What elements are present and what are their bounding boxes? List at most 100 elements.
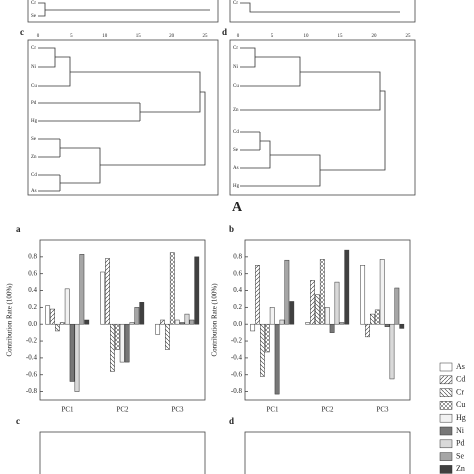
legend-swatch: [439, 465, 453, 474]
bar: [179, 322, 185, 325]
y-tick-label: 0.4: [28, 286, 37, 294]
leaf-label: Ni: [233, 65, 239, 70]
legend-swatch: [439, 362, 453, 372]
dendrogram-link: [240, 2, 400, 13]
leaf-label: Cd: [31, 173, 37, 178]
bar: [399, 323, 405, 329]
legend-swatch: [439, 426, 453, 436]
plot-frame: [39, 431, 206, 474]
leaf-label: Cr: [31, 1, 36, 6]
y-tick-label: 0.6: [28, 269, 37, 277]
scale-tick: 0: [237, 34, 240, 39]
legend-label: Zn: [456, 464, 465, 473]
leaf-label: Se: [233, 148, 239, 153]
y-tick-label: -0.6: [26, 370, 38, 378]
scale-tick: 20: [372, 34, 378, 39]
x-tick-label: PC3: [376, 406, 389, 414]
plot-frame: [244, 431, 411, 474]
leaf-label: Se: [31, 137, 37, 142]
y-axis-label: Contribution Rate (100%): [211, 283, 219, 357]
legend-swatch: [439, 413, 453, 423]
bar: [389, 323, 395, 380]
panel-label: d: [222, 27, 227, 37]
bar: [394, 287, 400, 325]
leaf-label: Se: [31, 14, 37, 19]
scale-tick: 15: [338, 34, 344, 39]
y-tick-label: -0.8: [26, 387, 38, 395]
panel-label: d: [229, 416, 234, 426]
y-tick-label: -0.4: [231, 354, 243, 362]
plot-frame: [244, 239, 411, 401]
scale-tick: 5: [271, 34, 274, 39]
legend-label: Cu: [456, 400, 465, 409]
bar: [269, 307, 275, 325]
top-panel: [27, 0, 219, 23]
bar: [184, 313, 190, 325]
bar: [134, 307, 140, 325]
scale-tick: 25: [203, 34, 209, 39]
bar: [374, 309, 380, 325]
bar: [45, 305, 51, 325]
bar: [370, 313, 375, 325]
leaf-label: Cu: [31, 84, 37, 89]
legend-swatch: [439, 401, 453, 410]
y-tick-label: 0.6: [233, 269, 242, 277]
bar: [100, 271, 106, 325]
bar: [319, 259, 325, 325]
leaf-label: Cr: [233, 46, 238, 51]
scale-tick: 10: [304, 34, 310, 39]
panel-label: c: [16, 416, 20, 426]
x-tick-label: PC1: [61, 406, 74, 414]
scale-tick: 15: [136, 34, 142, 39]
y-tick-label: -0.2: [231, 337, 243, 345]
leaf-label: Hg: [233, 184, 240, 189]
bar: [59, 322, 65, 325]
panel-label: c: [20, 27, 24, 37]
bar: [365, 323, 370, 338]
bar: [384, 323, 390, 327]
bar: [119, 323, 125, 363]
leaf-label: Pd: [31, 101, 37, 106]
bar: [50, 308, 55, 325]
y-tick-label: -0.6: [231, 370, 243, 378]
bar: [264, 323, 270, 353]
legend-swatch: [439, 452, 453, 461]
legend-swatch: [439, 375, 453, 385]
leaf-label: As: [233, 166, 239, 171]
bar: [165, 323, 170, 350]
legend-swatch: [439, 388, 453, 397]
bar: [255, 265, 260, 325]
leaf-label: Zn: [233, 108, 239, 113]
y-tick-label: 0.2: [233, 303, 242, 311]
legend-label: Cr: [456, 387, 464, 396]
bar: [129, 322, 135, 325]
bar: [279, 319, 285, 325]
bar: [310, 280, 315, 325]
scale-tick: 10: [102, 34, 108, 39]
bar: [250, 323, 256, 332]
legend-label: Pd: [456, 439, 464, 448]
bar: [289, 301, 295, 325]
leaf-label: As: [31, 189, 37, 194]
dendrogram-frame: [229, 39, 416, 196]
panel-label: a: [16, 224, 21, 234]
x-tick-label: PC3: [171, 406, 184, 414]
scale-tick: 20: [169, 34, 175, 39]
bar: [274, 323, 280, 395]
scale-tick: 0: [37, 34, 40, 39]
legend-label: Ni: [456, 426, 465, 435]
bar: [124, 323, 130, 363]
panel-label: b: [229, 224, 234, 234]
leaf-label: Cr: [31, 46, 36, 51]
y-tick-label: 0.4: [233, 286, 242, 294]
y-tick-label: -0.4: [26, 354, 38, 362]
bar: [305, 322, 311, 325]
bar: [174, 319, 180, 325]
bar: [84, 319, 90, 325]
scale-tick: 5: [70, 34, 73, 39]
bar: [315, 294, 320, 325]
bar: [329, 323, 335, 333]
leaf-label: Zn: [31, 155, 37, 160]
y-tick-label: 0.2: [28, 303, 37, 311]
